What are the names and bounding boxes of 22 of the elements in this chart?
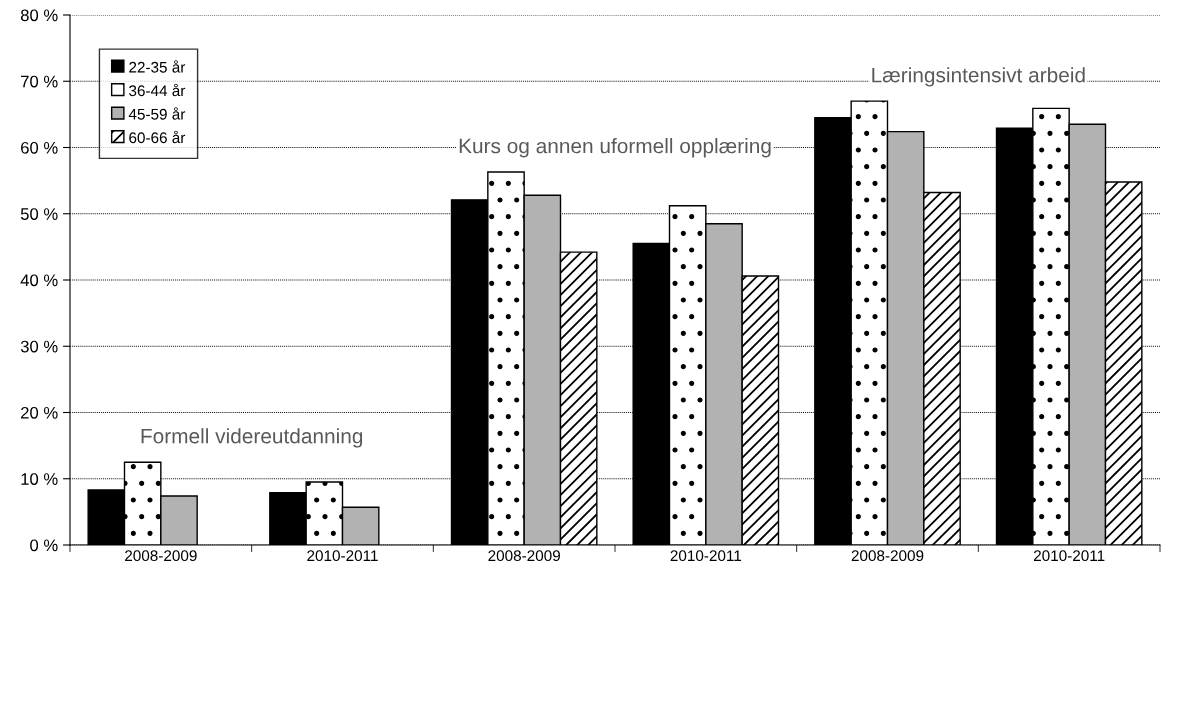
y-tick-label: 20 %	[21, 406, 58, 419]
legend-label: 60-66 år	[129, 130, 186, 144]
annotation: Formell videreutdanning	[141, 428, 363, 448]
y-tick-label: 70 %	[21, 75, 58, 88]
y-tick-label: 40 %	[20, 274, 58, 287]
y-tick-label: 30 %	[20, 340, 58, 353]
y-tick-label: 10 %	[21, 473, 58, 485]
y-tick-label: 0 %	[30, 539, 58, 552]
legend-label: 22-35 år	[129, 60, 186, 73]
y-tick-label: 60 %	[21, 141, 58, 154]
x-tick-label: 2008-2009	[125, 550, 197, 562]
annotation: Kurs og annen uformell opplæring	[459, 138, 771, 158]
y-tick-label: 80 %	[20, 9, 58, 22]
legend-label: 36-44 år	[129, 83, 186, 97]
legend-label: 45-59 år	[128, 107, 186, 120]
x-tick-label: 2008-2009	[851, 550, 924, 562]
x-tick-label: 2010-2011	[670, 550, 742, 562]
annotation: Læringsintensivt arbeid	[872, 67, 1085, 87]
x-tick-label: 2008-2009	[488, 550, 560, 562]
x-tick-label: 2010-2011	[1033, 550, 1105, 562]
y-tick-label: 50 %	[20, 208, 58, 220]
x-tick-label: 2010-2011	[307, 550, 378, 562]
